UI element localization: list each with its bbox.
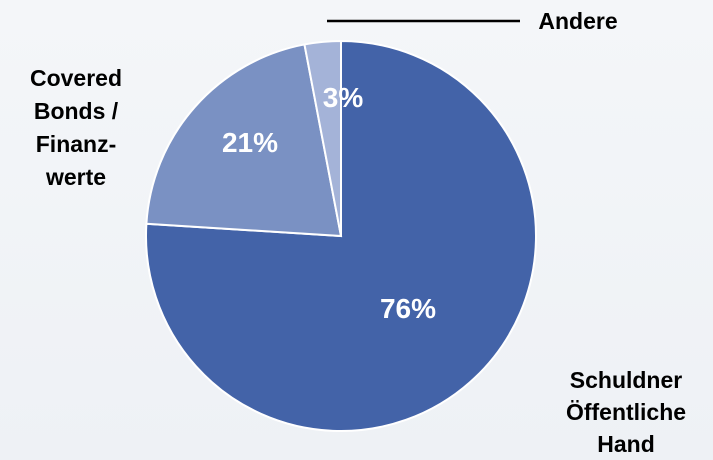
pie-slice-covered-bonds xyxy=(145,43,343,238)
slice-label-covered-pct: 21% xyxy=(222,127,278,158)
category-label-covered-1: Covered xyxy=(30,65,122,91)
category-label-andere: Andere xyxy=(538,8,617,34)
category-label-covered-3: Finanz- xyxy=(36,131,117,157)
pie-slice-schuldner xyxy=(145,39,537,432)
category-label-schuldner-3: Hand xyxy=(597,431,655,457)
category-label-schuldner-2: Öffentliche xyxy=(566,399,686,425)
category-label-covered-2: Bonds / xyxy=(34,98,119,124)
category-label-schuldner-1: Schuldner xyxy=(570,367,683,393)
category-label-covered-4: werte xyxy=(45,164,106,190)
slice-label-andere-pct: 3% xyxy=(323,82,364,113)
pie-slices xyxy=(145,39,537,432)
pie-slice-andere xyxy=(303,39,342,237)
slice-label-schuldner-pct: 76% xyxy=(380,293,436,324)
